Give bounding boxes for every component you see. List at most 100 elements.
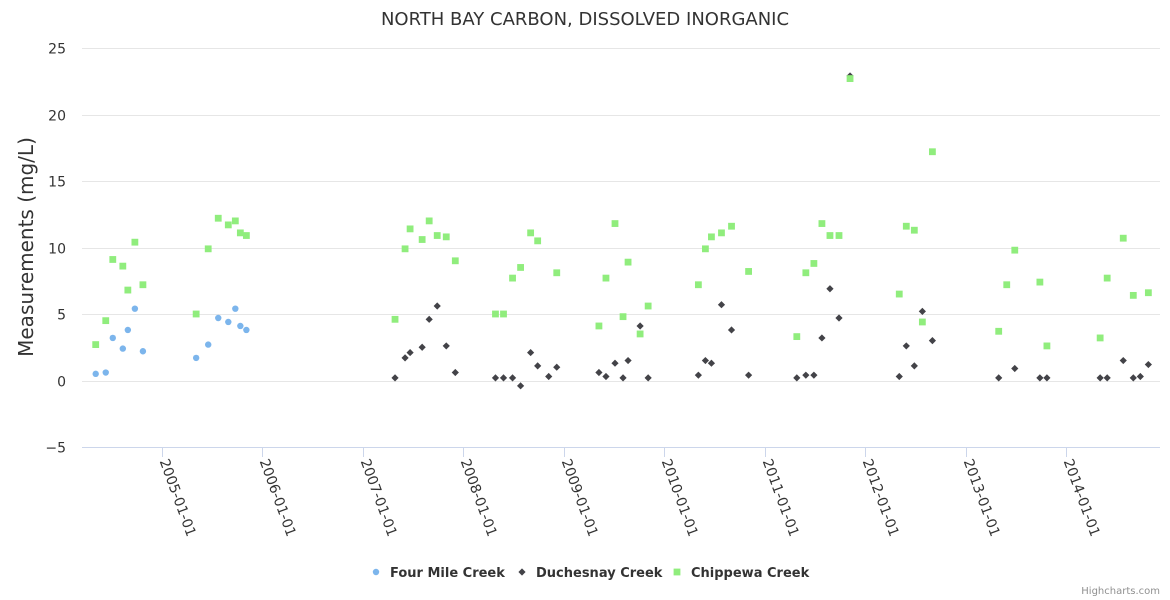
data-point[interactable] xyxy=(902,222,910,230)
data-point[interactable] xyxy=(225,318,232,326)
data-point[interactable] xyxy=(516,382,525,390)
data-point[interactable] xyxy=(509,274,516,282)
data-point[interactable] xyxy=(109,256,117,263)
legend-marker[interactable] xyxy=(372,568,380,576)
data-point[interactable] xyxy=(553,269,561,277)
data-point[interactable] xyxy=(517,264,524,271)
data-point[interactable] xyxy=(237,322,244,330)
data-point[interactable] xyxy=(1119,234,1127,242)
data-point[interactable] xyxy=(425,217,433,225)
data-point[interactable] xyxy=(611,220,619,227)
data-point[interactable] xyxy=(745,268,752,275)
data-point[interactable] xyxy=(242,232,250,239)
data-point[interactable] xyxy=(192,310,200,318)
legend-item[interactable]: Four Mile Creek xyxy=(372,566,505,581)
data-point[interactable] xyxy=(694,371,702,379)
data-point[interactable] xyxy=(442,342,450,350)
data-point[interactable] xyxy=(846,75,854,82)
data-point[interactable] xyxy=(102,317,110,325)
data-point[interactable] xyxy=(708,233,715,241)
data-point[interactable] xyxy=(644,302,652,310)
data-point[interactable] xyxy=(215,314,222,322)
data-point[interactable] xyxy=(205,341,212,348)
data-point[interactable] xyxy=(1103,274,1111,282)
data-point[interactable] xyxy=(702,245,709,253)
data-point[interactable] xyxy=(602,372,610,381)
data-point[interactable] xyxy=(929,148,936,156)
data-point[interactable] xyxy=(701,356,710,365)
data-point[interactable] xyxy=(401,354,409,362)
data-point[interactable] xyxy=(611,359,619,367)
data-point[interactable] xyxy=(527,229,535,237)
data-point[interactable] xyxy=(124,286,132,294)
data-point[interactable] xyxy=(243,326,250,334)
data-point[interactable] xyxy=(508,374,517,382)
data-point[interactable] xyxy=(231,217,239,225)
data-point[interactable] xyxy=(910,226,918,234)
data-point[interactable] xyxy=(119,345,127,352)
data-point[interactable] xyxy=(500,310,507,318)
data-point[interactable] xyxy=(793,374,801,382)
data-point[interactable] xyxy=(802,371,810,379)
data-point[interactable] xyxy=(124,326,132,334)
data-point[interactable] xyxy=(624,258,632,266)
data-point[interactable] xyxy=(1096,374,1104,382)
data-point[interactable] xyxy=(918,318,926,326)
data-point[interactable] xyxy=(810,260,818,267)
data-point[interactable] xyxy=(744,371,753,379)
data-point[interactable] xyxy=(995,327,1003,335)
data-point[interactable] xyxy=(835,314,843,322)
legend-marker[interactable] xyxy=(673,568,681,576)
data-point[interactable] xyxy=(1043,374,1051,382)
data-point[interactable] xyxy=(391,315,399,323)
data-point[interactable] xyxy=(109,334,116,342)
data-point[interactable] xyxy=(1036,374,1044,382)
data-point[interactable] xyxy=(527,348,535,357)
data-point[interactable] xyxy=(1144,289,1152,297)
data-point[interactable] xyxy=(717,301,726,309)
data-point[interactable] xyxy=(451,257,459,265)
data-point[interactable] xyxy=(818,220,826,227)
data-point[interactable] xyxy=(1003,281,1011,289)
data-point[interactable] xyxy=(619,313,627,321)
data-point[interactable] xyxy=(102,369,109,376)
data-point[interactable] xyxy=(826,232,834,239)
data-point[interactable] xyxy=(131,305,139,312)
data-point[interactable] xyxy=(492,310,499,318)
data-point[interactable] xyxy=(595,368,603,377)
data-point[interactable] xyxy=(644,374,652,382)
data-point[interactable] xyxy=(1136,372,1144,381)
data-point[interactable] xyxy=(232,305,239,312)
data-point[interactable] xyxy=(119,262,127,270)
data-point[interactable] xyxy=(895,290,903,298)
data-point[interactable] xyxy=(224,221,232,229)
legend-label[interactable]: Duchesnay Creek xyxy=(536,566,663,581)
legend-marker[interactable] xyxy=(518,568,526,576)
data-point[interactable] xyxy=(602,274,610,282)
data-point[interactable] xyxy=(728,222,735,230)
data-point[interactable] xyxy=(895,372,903,381)
data-point[interactable] xyxy=(553,363,561,371)
credits-link[interactable]: Highcharts.com xyxy=(1081,586,1160,597)
data-point[interactable] xyxy=(1011,364,1019,373)
data-point[interactable] xyxy=(694,281,702,289)
data-point[interactable] xyxy=(192,354,200,362)
data-point[interactable] xyxy=(928,337,937,345)
data-point[interactable] xyxy=(406,348,414,357)
legend-label[interactable]: Four Mile Creek xyxy=(390,566,505,581)
data-point[interactable] xyxy=(818,334,826,342)
data-point[interactable] xyxy=(236,229,244,237)
data-point[interactable] xyxy=(499,374,508,382)
data-point[interactable] xyxy=(545,372,553,381)
data-point[interactable] xyxy=(131,238,139,246)
data-point[interactable] xyxy=(139,348,147,355)
data-point[interactable] xyxy=(433,302,441,310)
data-point[interactable] xyxy=(425,315,433,323)
data-point[interactable] xyxy=(1119,356,1127,365)
data-point[interactable] xyxy=(401,245,409,253)
data-point[interactable] xyxy=(793,333,801,341)
data-point[interactable] xyxy=(718,229,725,237)
data-point[interactable] xyxy=(1103,374,1111,382)
data-point[interactable] xyxy=(1096,334,1104,342)
data-point[interactable] xyxy=(619,374,627,382)
